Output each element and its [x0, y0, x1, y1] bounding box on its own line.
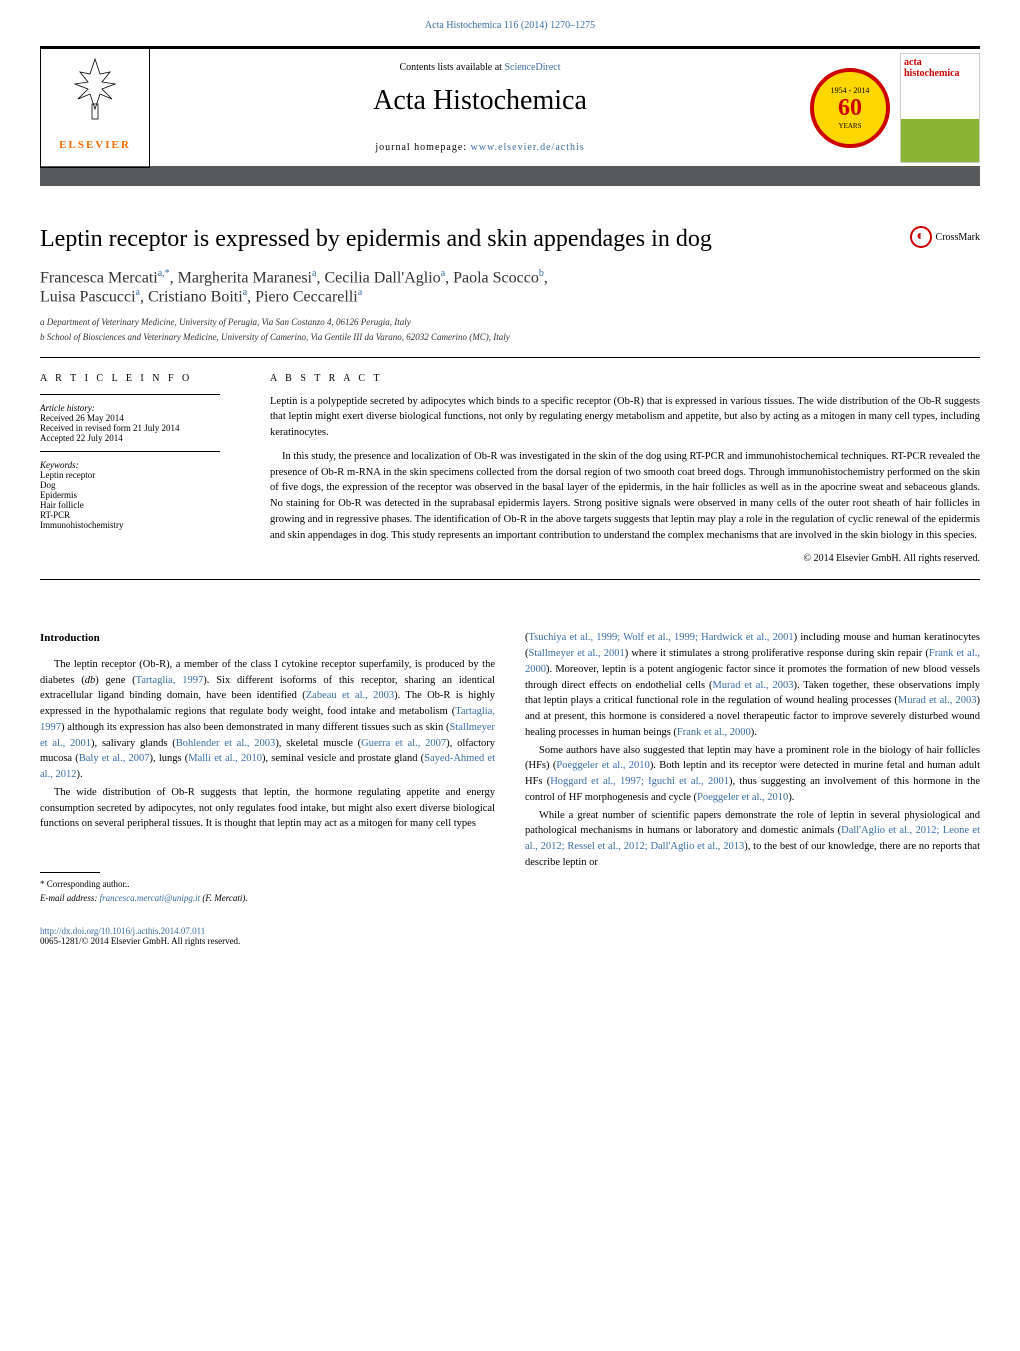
right-p3: While a great number of scientific paper…: [525, 808, 980, 871]
corresponding-note: * Corresponding author..: [40, 878, 495, 892]
right-p1: (Tsuchiya et al., 1999; Wolf et al., 199…: [525, 630, 980, 740]
badge-years: 1954 - 2014: [831, 86, 870, 95]
citation[interactable]: Poeggeler et al., 2010: [556, 760, 649, 771]
citation[interactable]: Malli et al., 2010: [188, 753, 262, 764]
journal-cover-thumb: acta histochemica: [900, 53, 980, 163]
keyword: Epidermis: [40, 490, 240, 500]
email-link[interactable]: francesca.mercati@unipg.it: [100, 893, 200, 903]
elsevier-tree-icon: [60, 54, 130, 131]
citation[interactable]: Poeggeler et al., 2010: [697, 792, 788, 803]
footnote-divider: [40, 872, 100, 873]
email-suffix: (F. Mercati).: [200, 893, 248, 903]
abstract-heading: a b s t r a c t: [270, 373, 980, 384]
cover-title: acta histochemica: [904, 57, 976, 79]
keyword: Dog: [40, 480, 240, 490]
citation[interactable]: Zabeau et al., 2003: [306, 690, 394, 701]
email-line: E-mail address: francesca.mercati@unipg.…: [40, 892, 495, 906]
citation[interactable]: Tartaglia, 1997: [136, 675, 204, 686]
intro-p2: The wide distribution of Ob-R suggests t…: [40, 785, 495, 832]
author-4: , Paola Scocco: [445, 269, 539, 286]
author-3: , Cecilia Dall'Aglio: [316, 269, 440, 286]
citation[interactable]: Bohlender et al., 2003: [176, 738, 276, 749]
received-revised: Received in revised form 21 July 2014: [40, 423, 240, 433]
citation[interactable]: Baly et al., 2007: [79, 753, 150, 764]
affiliation-a: a Department of Veterinary Medicine, Uni…: [40, 317, 980, 327]
received: Received 26 May 2014: [40, 413, 240, 423]
accepted: Accepted 22 July 2014: [40, 433, 240, 443]
copyright: © 2014 Elsevier GmbH. All rights reserve…: [270, 553, 980, 564]
keyword: Hair follicle: [40, 500, 240, 510]
citation[interactable]: Frank et al., 2000: [677, 727, 751, 738]
abstract-column: a b s t r a c t Leptin is a polypeptide …: [270, 373, 980, 565]
author-1-sup: a,*: [158, 268, 170, 279]
affiliation-b: b School of Biosciences and Veterinary M…: [40, 332, 980, 342]
citation[interactable]: Stallmeyer et al., 2001: [529, 648, 625, 659]
keywords-label: Keywords:: [40, 460, 240, 470]
citation[interactable]: Hoggard et al., 1997; Iguchi et al., 200…: [550, 776, 729, 787]
homepage-line: journal homepage: www.elsevier.de/acthis: [170, 142, 790, 153]
author-5: Luisa Pascucci: [40, 289, 136, 306]
badge-number: 60: [838, 95, 862, 122]
crossmark-icon: ◐: [910, 226, 932, 248]
author-1: Francesca Mercati: [40, 269, 158, 286]
info-abstract-row: a r t i c l e i n f o Article history: R…: [40, 373, 980, 565]
author-6: , Cristiano Boiti: [140, 289, 243, 306]
citation[interactable]: Tsuchiya et al., 1999; Wolf et al., 1999…: [529, 632, 794, 643]
anniversary-badge: 1954 - 2014 60 YEARS: [810, 68, 890, 148]
citation[interactable]: Murad et al., 2003: [898, 695, 977, 706]
article-title-row: Leptin receptor is expressed by epidermi…: [40, 226, 980, 253]
sciencedirect-link[interactable]: ScienceDirect: [504, 62, 560, 73]
author-7-sup: a: [358, 287, 362, 298]
abstract-p1: Leptin is a polypeptide secreted by adip…: [270, 394, 980, 441]
journal-center: Contents lists available at ScienceDirec…: [150, 62, 810, 153]
divider: [40, 357, 980, 358]
contents-prefix: Contents lists available at: [399, 62, 504, 73]
info-heading: a r t i c l e i n f o: [40, 373, 240, 384]
journal-title: Acta Histochemica: [170, 85, 790, 117]
info-divider-1: [40, 394, 220, 395]
right-column: (Tsuchiya et al., 1999; Wolf et al., 199…: [525, 630, 980, 905]
crossmark-badge[interactable]: ◐ CrossMark: [910, 226, 980, 248]
homepage-prefix: journal homepage:: [375, 142, 470, 153]
homepage-link[interactable]: www.elsevier.de/acthis: [471, 142, 585, 153]
citation[interactable]: Murad et al., 2003: [712, 680, 793, 691]
intro-heading: Introduction: [40, 630, 495, 647]
left-column: Introduction The leptin receptor (Ob-R),…: [40, 630, 495, 905]
author-7: , Piero Ceccarelli: [247, 289, 358, 306]
intro-p1: The leptin receptor (Ob-R), a member of …: [40, 657, 495, 783]
divider: [40, 579, 980, 580]
elsevier-logo: ELSEVIER: [40, 48, 150, 168]
author-2: , Margherita Maranesi: [170, 269, 312, 286]
history-label: Article history:: [40, 403, 240, 413]
issn-line: 0065-1281/© 2014 Elsevier GmbH. All righ…: [40, 936, 463, 946]
article-section: Leptin receptor is expressed by epidermi…: [40, 226, 980, 946]
citation-link[interactable]: Acta Histochemica 116 (2014) 1270–1275: [40, 20, 980, 31]
article-title: Leptin receptor is expressed by epidermi…: [40, 226, 712, 253]
abstract-p2: In this study, the presence and localiza…: [270, 449, 980, 544]
citation[interactable]: Guerra et al., 2007: [361, 738, 446, 749]
info-divider-2: [40, 451, 220, 452]
elsevier-text: ELSEVIER: [59, 139, 131, 151]
crossmark-label: CrossMark: [936, 232, 980, 243]
badge-sub: YEARS: [839, 122, 862, 130]
author-comma: ,: [544, 269, 548, 286]
keyword: Leptin receptor: [40, 470, 240, 480]
article-info: a r t i c l e i n f o Article history: R…: [40, 373, 240, 565]
keyword: Immunohistochemistry: [40, 520, 240, 530]
authors: Francesca Mercatia,*, Margherita Maranes…: [40, 268, 980, 307]
keyword: RT-PCR: [40, 510, 240, 520]
abstract-text: Leptin is a polypeptide secreted by adip…: [270, 394, 980, 544]
email-label: E-mail address:: [40, 893, 100, 903]
body-columns: Introduction The leptin receptor (Ob-R),…: [40, 630, 980, 905]
right-p2: Some authors have also suggested that le…: [525, 743, 980, 806]
contents-line: Contents lists available at ScienceDirec…: [170, 62, 790, 73]
doi-link[interactable]: http://dx.doi.org/10.1016/j.acthis.2014.…: [40, 926, 205, 936]
journal-header: ELSEVIER Contents lists available at Sci…: [40, 46, 980, 186]
footer-block: http://dx.doi.org/10.1016/j.acthis.2014.…: [40, 920, 463, 946]
